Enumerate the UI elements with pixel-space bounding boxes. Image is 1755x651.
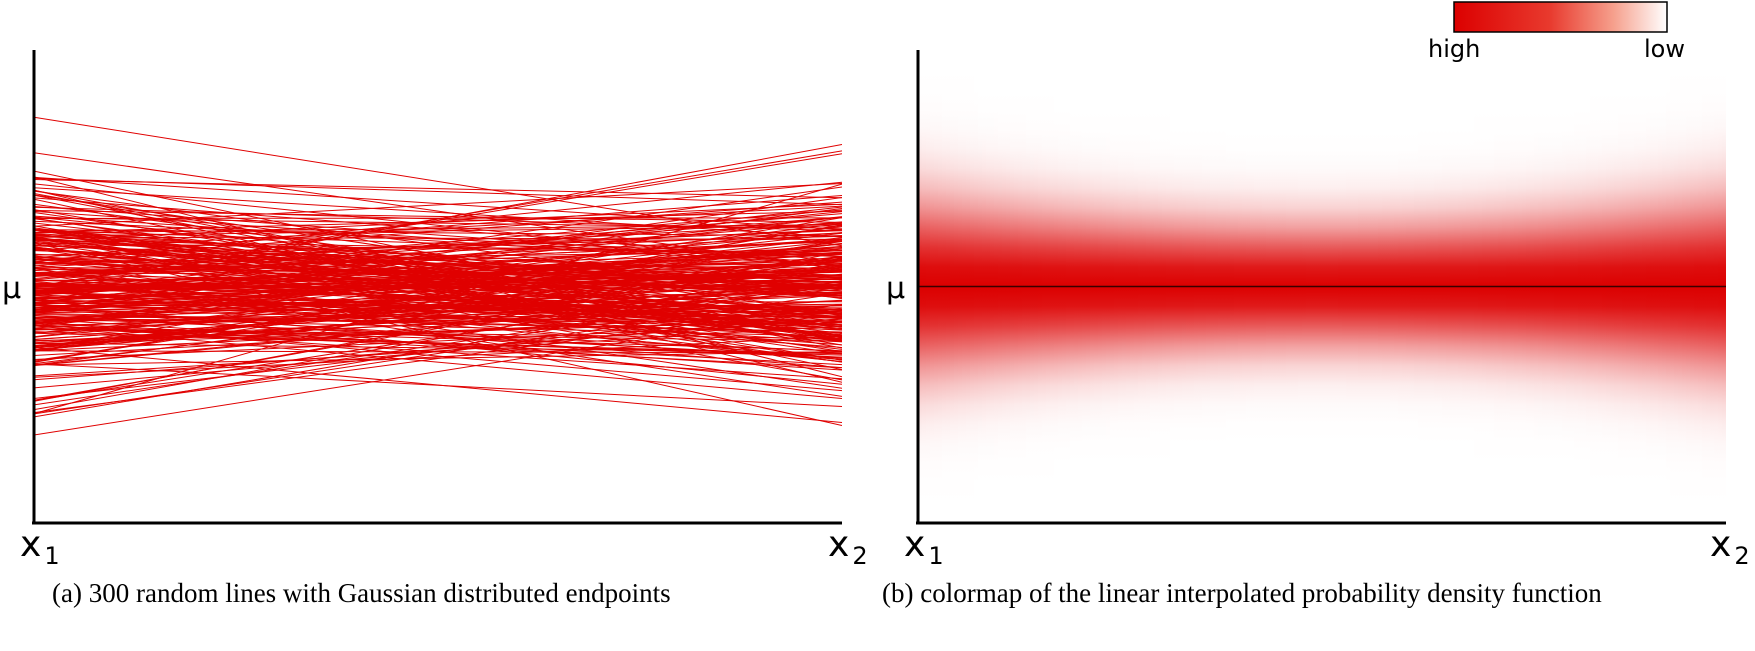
random-line — [34, 257, 842, 342]
random-line — [34, 274, 842, 289]
random-line — [34, 236, 842, 240]
random-line — [34, 284, 842, 406]
random-line — [34, 229, 842, 237]
random-line — [34, 206, 842, 297]
y-tick-label-mu: µ — [2, 271, 21, 306]
random-line — [34, 284, 842, 351]
random-line — [34, 235, 842, 256]
random-line — [34, 279, 842, 317]
random-line — [34, 248, 842, 298]
random-line — [34, 209, 842, 223]
random-line — [34, 216, 842, 281]
random-line — [34, 176, 842, 231]
random-line — [34, 244, 842, 297]
random-line — [34, 314, 842, 358]
random-line — [34, 303, 842, 414]
random-line — [34, 324, 842, 380]
random-line — [34, 182, 842, 227]
random-line — [34, 153, 842, 288]
random-line — [34, 240, 842, 362]
colorbar: high low — [1428, 1, 1685, 63]
random-line — [34, 316, 842, 321]
random-line — [34, 217, 842, 219]
colorbar-gradient — [1453, 1, 1668, 33]
random-line — [34, 286, 842, 324]
random-line — [34, 152, 842, 270]
random-line — [34, 198, 842, 371]
random-lines — [34, 116, 842, 436]
random-line — [34, 216, 842, 310]
random-line — [34, 238, 842, 284]
random-line — [34, 177, 842, 206]
random-line — [34, 220, 842, 258]
random-line — [34, 170, 842, 341]
random-line — [34, 237, 842, 295]
random-line — [34, 187, 842, 238]
random-line — [34, 228, 842, 292]
random-line — [34, 305, 842, 318]
random-line — [34, 335, 842, 378]
random-line — [34, 325, 842, 377]
caption-b: (b) colormap of the linear interpolated … — [882, 578, 1602, 608]
random-line — [34, 321, 842, 392]
random-line — [34, 310, 842, 356]
random-line — [34, 363, 842, 407]
random-line — [34, 205, 842, 251]
random-line — [34, 324, 842, 369]
random-line — [34, 278, 842, 304]
random-line — [34, 286, 842, 366]
random-line — [34, 321, 842, 360]
caption-a: (a) 300 random lines with Gaussian distr… — [52, 578, 671, 608]
random-line — [34, 259, 842, 285]
random-line — [34, 197, 842, 311]
random-line — [34, 290, 842, 331]
random-line — [34, 280, 842, 362]
random-line — [34, 291, 842, 347]
y-tick-label-mu: µ — [886, 271, 905, 306]
random-line — [34, 241, 842, 275]
random-line — [34, 246, 842, 310]
random-line — [34, 317, 842, 352]
random-line — [34, 211, 842, 328]
random-line — [34, 294, 842, 319]
colorbar-high-label: high — [1428, 35, 1480, 63]
random-line — [34, 201, 842, 261]
random-line — [34, 260, 842, 312]
colorbar-low-label: low — [1644, 35, 1685, 63]
